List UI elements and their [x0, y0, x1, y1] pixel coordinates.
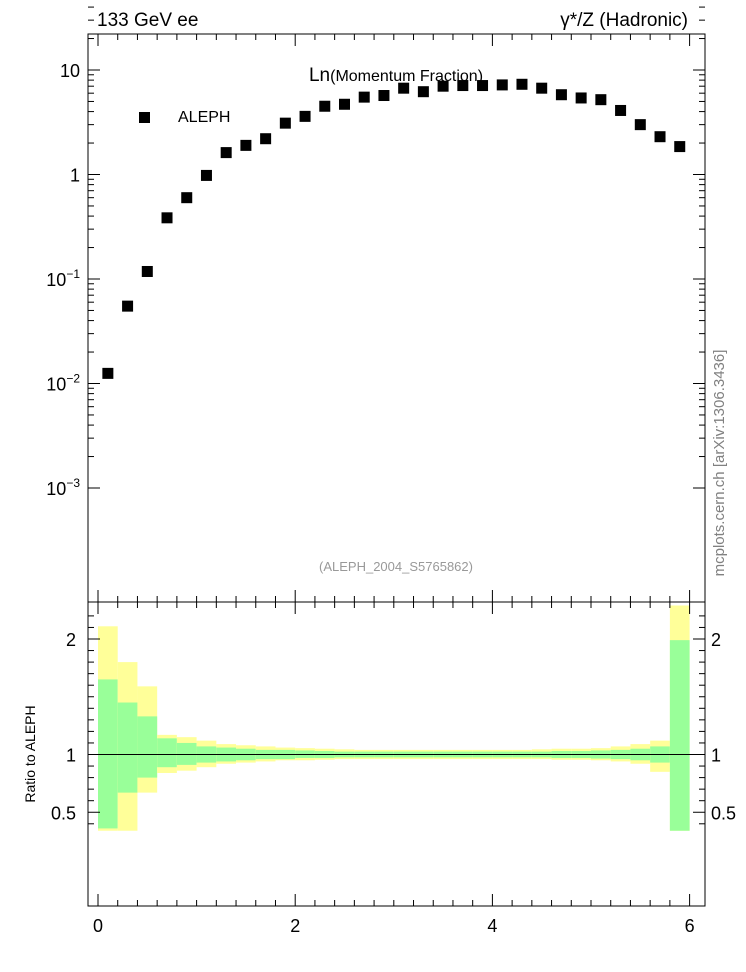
legend-marker-aleph	[139, 112, 150, 123]
data-point	[141, 265, 153, 277]
data-point	[457, 80, 469, 92]
ratio-y-tick-label: 2	[66, 630, 76, 650]
data-point	[496, 79, 508, 91]
y-tick-base: 1	[70, 166, 80, 186]
ratio-plot-panel: 0.5 0.5 1 1 2 2 0 2 4 6 Ratio to ALEPH	[22, 601, 736, 936]
data-point	[240, 139, 252, 151]
data-point	[319, 100, 331, 112]
data-point	[536, 82, 548, 94]
y-tick-label: 10−1	[46, 267, 80, 290]
y-tick-label: 10−3	[46, 476, 80, 499]
data-point	[200, 169, 212, 181]
legend: ALEPH	[139, 109, 230, 126]
ratio-y-tick-label: 1	[66, 746, 76, 766]
data-point	[260, 133, 272, 145]
ratio-band-inner	[98, 679, 118, 829]
data-point	[102, 367, 114, 379]
ratio-band-inner	[176, 742, 197, 765]
ratio-band-inner	[137, 716, 158, 778]
ratio-y-tick-label: 0.5	[51, 803, 76, 823]
ratio-band-inner	[117, 702, 138, 793]
y-tick-base: 10	[60, 61, 80, 81]
data-point	[575, 92, 587, 104]
analysis-annotation: (ALEPH_2004_S5765862)	[319, 559, 473, 574]
y-tick-exponent: −2	[66, 372, 80, 386]
x-tick-label: 6	[685, 916, 695, 936]
data-point	[674, 141, 686, 153]
data-point	[615, 104, 627, 116]
data-point	[299, 110, 311, 122]
x-tick-label: 2	[290, 916, 300, 936]
data-point	[161, 212, 173, 224]
data-point	[437, 80, 449, 92]
ratio-y-tick-label-right: 2	[711, 630, 721, 650]
ratio-band-inner	[669, 640, 690, 831]
data-point	[122, 300, 134, 312]
plot-title: Ln(Momentum Fraction)	[309, 65, 483, 86]
ratio-band-inner	[157, 738, 177, 768]
side-watermark: mcplots.cern.ch [arXiv:1306.3436]	[711, 350, 728, 577]
data-point	[477, 80, 489, 92]
y-tick-base: 10	[46, 375, 66, 395]
header-left: 133 GeV ee	[97, 10, 198, 31]
ratio-y-tick-label-right: 1	[711, 746, 721, 766]
data-point	[339, 98, 350, 110]
data-point	[555, 89, 567, 101]
y-tick-exponent: −1	[66, 267, 80, 281]
x-tick-label: 4	[487, 916, 497, 936]
data-point	[417, 86, 429, 98]
y-tick-base: 10	[46, 479, 66, 499]
y-tick-label: 10−2	[46, 372, 80, 395]
header-right: γ*/Z (Hadronic)	[560, 10, 688, 31]
main-plot-panel: 10210110−110−210−3 Ln(Momentum Fraction)…	[46, 6, 706, 603]
data-point	[398, 82, 410, 94]
ratio-y-axis-label: Ratio to ALEPH	[22, 705, 38, 802]
y-tick-label: 10	[60, 61, 80, 81]
data-point	[181, 192, 193, 204]
legend-label-aleph: ALEPH	[178, 109, 230, 126]
data-point	[358, 91, 370, 103]
plot-title-main: Ln	[309, 65, 330, 86]
y-tick-base: 10	[46, 270, 66, 290]
x-tick-label: 0	[93, 916, 103, 936]
data-point	[595, 94, 607, 106]
y-tick-exponent: −3	[66, 476, 80, 490]
data-point	[279, 117, 291, 129]
data-point	[378, 90, 390, 102]
data-point	[220, 147, 232, 159]
data-point	[654, 131, 666, 143]
ratio-y-tick-label-right: 0.5	[711, 803, 736, 823]
data-point	[516, 78, 528, 90]
y-tick-label: 1	[70, 166, 80, 186]
data-point	[634, 119, 646, 131]
